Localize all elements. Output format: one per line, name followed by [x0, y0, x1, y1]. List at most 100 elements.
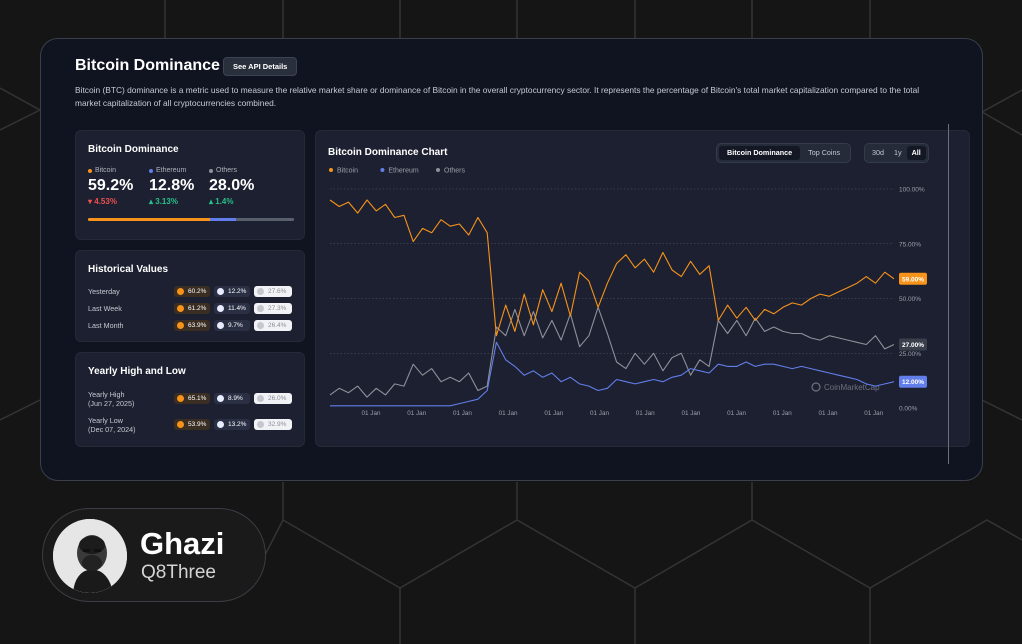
range-all[interactable]: All: [906, 146, 926, 160]
yearly-row: Yearly High (Jun 27, 2025) 65.1% 8.9% 26.…: [88, 388, 294, 408]
x-tick-label: 01 Jan: [407, 410, 426, 417]
range-30d[interactable]: 30d: [872, 148, 884, 157]
x-tick-label: 01 Jan: [362, 410, 381, 417]
eth-value: 9.7%: [228, 322, 243, 329]
btc-value: 60.2%: [188, 288, 207, 295]
x-tick-label: 01 Jan: [864, 410, 883, 417]
btc-pill: 63.9%: [174, 320, 210, 331]
tab-bitcoin-dominance[interactable]: Bitcoin Dominance: [719, 146, 801, 160]
eth-value: 13.2%: [228, 421, 247, 428]
dominance-line-chart: Bitcoin Ethereum Others 100.00% 75.00% 50.00%…: [329, 168, 927, 417]
others-icon: [257, 322, 264, 329]
ethereum-icon: [217, 395, 224, 402]
eth-pill: 13.2%: [214, 419, 250, 430]
row-date: (Jun 27, 2025): [88, 399, 135, 408]
others-icon: [257, 305, 264, 312]
row-label: Yearly High (Jun 27, 2025): [88, 390, 134, 408]
series-line-ethereum: [330, 341, 895, 407]
tab-top-coins[interactable]: Top Coins: [808, 148, 841, 157]
caret-up-icon: ▴: [209, 197, 214, 206]
legend-entry: Ethereum: [388, 168, 419, 175]
btc-pill: 65.1%: [174, 393, 210, 404]
historical-values-title: Historical Values: [88, 264, 169, 275]
bitcoin-dot-icon: [88, 168, 92, 173]
others-pill: 27.6%: [254, 286, 292, 297]
bitcoin-icon: [177, 305, 184, 312]
btc-value: 53.9%: [188, 421, 207, 428]
bitcoin-stat: Bitcoin 59.2% ▾ 4.53%: [88, 167, 133, 206]
range-1y[interactable]: 1y: [894, 148, 902, 157]
end-value-label: 12.00%: [902, 379, 924, 386]
avatar-portrait-image: [53, 519, 127, 593]
bitcoin-icon: [177, 322, 184, 329]
bar-segment-others: [236, 218, 294, 221]
bitcoin-stat-change: 4.53%: [94, 197, 117, 206]
x-tick-label: 01 Jan: [453, 410, 472, 417]
ethereum-icon: [217, 421, 224, 428]
others-pill: 32.9%: [254, 419, 292, 430]
others-stat-label: Others: [216, 167, 238, 174]
btc-pill: 61.2%: [174, 303, 210, 314]
author-handle: Q8Three: [141, 562, 216, 583]
range-tab-group: 30d 1y All: [864, 143, 929, 163]
avatar: [53, 519, 127, 593]
legend-entry: Others: [444, 168, 466, 175]
bitcoin-icon: [177, 395, 184, 402]
page-title: Bitcoin Dominance: [75, 57, 220, 74]
bar-segment-bitcoin: [88, 218, 210, 221]
scrollbar-track[interactable]: [948, 124, 949, 464]
see-api-details-button[interactable]: See API Details: [223, 57, 298, 76]
historical-row: Yesterday 60.2% 12.2% 27.6%: [88, 285, 294, 299]
legend-dot-icon: [329, 168, 333, 172]
end-value-badge: [899, 375, 927, 388]
others-stat-change: 1.4%: [215, 197, 234, 206]
bar-segment-ethereum: [209, 218, 237, 221]
x-tick-label: 01 Jan: [681, 410, 700, 417]
eth-value: 11.4%: [228, 305, 246, 312]
legend-dot-icon: [380, 168, 385, 172]
btc-pill: 60.2%: [174, 286, 210, 297]
eth-pill: 8.9%: [214, 393, 250, 404]
legend-entry: Bitcoin: [337, 168, 358, 175]
x-tick-label: 01 Jan: [636, 410, 655, 417]
ethereum-icon: [217, 288, 224, 295]
dominance-card-title: Bitcoin Dominance: [88, 144, 179, 155]
eth-value: 8.9%: [228, 395, 243, 402]
btc-pill: 53.9%: [174, 419, 210, 430]
caret-up-icon: ▴: [149, 197, 154, 206]
others-value: 27.3%: [268, 305, 287, 312]
y-tick-label: 0.00%: [899, 406, 918, 413]
row-label: Last Week: [88, 304, 122, 313]
historical-values-card: Historical Values Yesterday 60.2% 12.2% …: [75, 250, 305, 342]
row-label-text: Yearly Low: [88, 416, 123, 425]
bitcoin-icon: [177, 288, 184, 295]
others-stat: Others 28.0% ▴ 1.4%: [209, 167, 254, 206]
end-value-badge: [899, 272, 927, 285]
chart-title: Bitcoin Dominance Chart: [328, 147, 448, 158]
author-name: Ghazi: [140, 526, 225, 561]
others-pill: 26.4%: [254, 320, 292, 331]
yearly-high-low-card: Yearly High and Low Yearly High (Jun 27, …: [75, 352, 305, 447]
btc-value: 61.2%: [188, 305, 207, 312]
historical-row: Last Week 61.2% 11.4% 27.3%: [88, 302, 294, 316]
eth-pill: 9.7%: [214, 320, 250, 331]
ethereum-stat-label: Ethereum: [156, 167, 187, 174]
chart-tab-group: Bitcoin Dominance Top Coins: [716, 143, 852, 163]
btc-value: 63.9%: [188, 322, 207, 329]
ethereum-icon: [217, 322, 224, 329]
row-label: Yearly Low (Dec 07, 2024): [88, 416, 136, 434]
ethereum-stat-change: 3.13%: [155, 197, 178, 206]
x-tick-label: 01 Jan: [727, 410, 746, 417]
dominance-card: Bitcoin Dominance Bitcoin 59.2% ▾ 4.53% …: [75, 130, 305, 240]
ethereum-icon: [217, 305, 224, 312]
end-value-badge: [899, 338, 927, 351]
yearly-high-low-title: Yearly High and Low: [88, 366, 186, 377]
x-tick-label: 01 Jan: [499, 410, 518, 417]
dominance-distribution-bar: [88, 218, 294, 221]
dominance-chart-card: Bitcoin Dominance Chart Bitcoin Dominanc…: [315, 130, 970, 447]
x-tick-label: 01 Jan: [819, 410, 838, 417]
eth-pill: 12.2%: [214, 286, 250, 297]
others-icon: [257, 288, 264, 295]
others-value: 26.4%: [268, 322, 287, 329]
